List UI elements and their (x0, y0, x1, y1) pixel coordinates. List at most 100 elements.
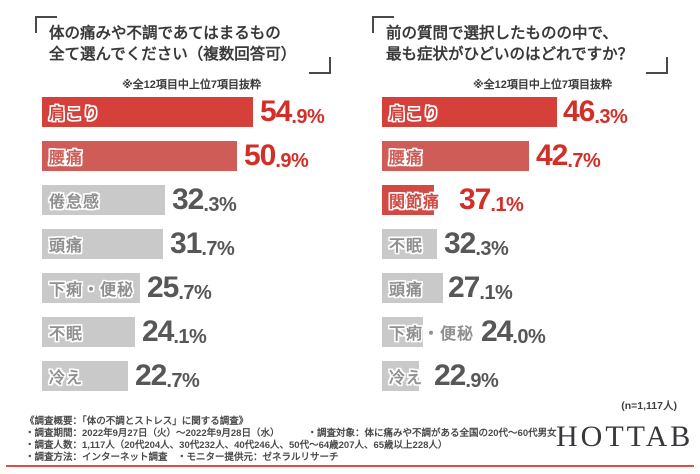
bar-label: 肩こり (49, 106, 101, 123)
bar-value-int: 24 (142, 315, 174, 348)
question-title-left: 体の痛みや不調であてはまるもの 全て選んでください（複数回答可） (49, 23, 296, 65)
bar-value: 46.3% (563, 97, 628, 129)
bar: 冷え (42, 361, 128, 391)
bar-row: 関節痛 37.1% (382, 185, 682, 215)
bar-value-frac: .3% (203, 194, 237, 216)
bar-label: 頭痛 (49, 238, 84, 255)
bar-value-frac: .9% (275, 150, 309, 172)
bar: 下痢・便秘 (382, 317, 473, 347)
survey-footer: 《調査概要：「体の不調とストレス」に関する調査》 ・調査期間：2022年9月27日… (25, 416, 557, 464)
bar-value-int: 54 (260, 95, 292, 128)
bar-value-int: 32 (172, 183, 204, 216)
footer-line: ・調査期間：2022年9月27日（火）～2022年9月28日（水） ・調査対象：体… (25, 428, 557, 440)
bottom-red-rule (6, 465, 694, 467)
bar: 肩こり (382, 97, 557, 127)
bar-value: 32.3% (172, 183, 237, 217)
bar-value: 54.9% (260, 95, 325, 129)
bar-value-frac: .3% (475, 238, 509, 260)
bar-value: 42.7% (536, 139, 601, 173)
bar-label: 肩こり (389, 106, 441, 123)
bar: 腰痛 (382, 141, 529, 171)
footer-line: ・調査人数：1,117人（20代204人、30代232人、40代246人、50代… (25, 440, 557, 452)
footer-segment: 《調査概要：「体の不調とストレス」に関する調査》 (25, 416, 249, 427)
bar: 倦怠感 (42, 185, 165, 215)
bar-label: 頭痛 (389, 282, 424, 299)
footer-segment: ・調査期間：2022年9月27日（火）～2022年9月28日（水） (25, 428, 280, 439)
bar-row: 不眠 32.3% (382, 229, 682, 259)
bar-value-frac: .7% (166, 370, 200, 392)
bar: 関節痛 (382, 185, 439, 215)
question-title-line: 最も症状がひどいのはどれですか？ (386, 46, 634, 63)
bar-row: 倦怠感 32.3% (42, 185, 342, 215)
footer-segment: ・調査人数：1,117人（20代204人、30代232人、40代246人、50代… (25, 440, 448, 451)
bar-value-int: 25 (147, 271, 179, 304)
bar-value-int: 37 (459, 183, 491, 216)
n-count-label: (n=1,117人) (621, 400, 677, 412)
question-box-right: 前の質問で選択したものの中で、 最も症状がひどいのはどれですか？ (372, 16, 668, 74)
question-title-line: 体の痛みや不調であてはまるもの (49, 25, 281, 42)
question-title-line: 全て選んでください（複数回答可） (49, 46, 297, 63)
bar-value-int: 27 (448, 271, 480, 304)
bar-row: 腰痛 50.9% (42, 141, 342, 171)
footer-segment: ・調査対象：体に痛みや不調がある全国の20代～60代男女 (307, 428, 557, 439)
bar-value-int: 24 (481, 315, 513, 348)
bar-value: 32.3% (444, 227, 509, 261)
bar-value-frac: .1% (479, 282, 513, 304)
bar-row: 冷え 22.7% (42, 361, 342, 391)
bar-value: 24.1% (142, 315, 207, 349)
bar-label: 下痢・便秘 (389, 326, 475, 343)
bar-row: 頭痛 27.1% (382, 273, 682, 303)
bar-value-int: 22 (135, 359, 167, 392)
bar-value: 22.7% (135, 359, 200, 393)
bar-value: 50.9% (244, 139, 309, 173)
bar: 冷え (382, 361, 422, 391)
bar-value-frac: .1% (173, 326, 207, 348)
bar-value: 25.7% (147, 271, 212, 305)
bar-value: 24.0% (481, 315, 546, 349)
bar-value-frac: .3% (594, 106, 628, 128)
bar-value: 31.7% (170, 227, 235, 261)
sample-note-left: ※全12項目中上位7項目抜粋 (121, 79, 261, 91)
bar: 不眠 (382, 229, 437, 259)
bar-value-frac: .7% (201, 238, 235, 260)
bar-value-int: 42 (536, 139, 568, 172)
bar-value-frac: .1% (490, 194, 524, 216)
bar-row: 腰痛 42.7% (382, 141, 682, 171)
bar-label: 腰痛 (389, 150, 424, 167)
bar: 腰痛 (42, 141, 237, 171)
bar-row: 下痢・便秘 24.0% (382, 317, 682, 347)
bar-label: 冷え (49, 370, 84, 387)
bar: 下痢・便秘 (42, 273, 140, 303)
bar-value: 22.9% (434, 361, 499, 393)
footer-line: ・調査方法：インターネット調査 ・モニター提供元：ゼネラルリサーチ (25, 452, 557, 464)
bar-label: 不眠 (389, 238, 424, 255)
bar-label: 倦怠感 (49, 194, 101, 211)
bar: 頭痛 (42, 229, 163, 259)
sample-note-right: ※全12項目中上位7項目抜粋 (472, 79, 612, 91)
bar-row: 肩こり 46.3% (382, 97, 682, 127)
bar-value-int: 50 (244, 139, 276, 172)
bar: 不眠 (42, 317, 135, 347)
bar-value-frac: .9% (465, 370, 499, 392)
bar-label: 関節痛 (389, 194, 441, 211)
bar-value-frac: .9% (291, 106, 325, 128)
bar: 頭痛 (382, 273, 443, 303)
question-title-line: 前の質問で選択したものの中で、 (386, 25, 618, 42)
footer-segment: ・調査方法：インターネット調査 ・モニター提供元：ゼネラルリサーチ (25, 452, 339, 463)
bar-value-int: 32 (444, 227, 476, 260)
footer-line: 《調査概要：「体の不調とストレス」に関する調査》 (25, 416, 557, 428)
bar-label: 下痢・便秘 (49, 282, 135, 299)
bar-value: 27.1% (448, 271, 513, 305)
bar-label: 冷え (389, 370, 424, 387)
bar-row: 頭痛 31.7% (42, 229, 342, 259)
bar-value-int: 31 (170, 227, 202, 260)
question-box-left: 体の痛みや不調であてはまるもの 全て選んでください（複数回答可） (35, 16, 331, 74)
bar-row: 冷え 22.9% (382, 361, 682, 391)
hottab-logo: HOTTAB (556, 420, 694, 453)
bar: 肩こり (42, 97, 253, 127)
bar-row: 不眠 24.1% (42, 317, 342, 347)
bar-value-frac: .7% (567, 150, 601, 172)
bar-value-frac: .0% (512, 326, 546, 348)
question-title-right: 前の質問で選択したものの中で、 最も症状がひどいのはどれですか？ (386, 23, 633, 65)
